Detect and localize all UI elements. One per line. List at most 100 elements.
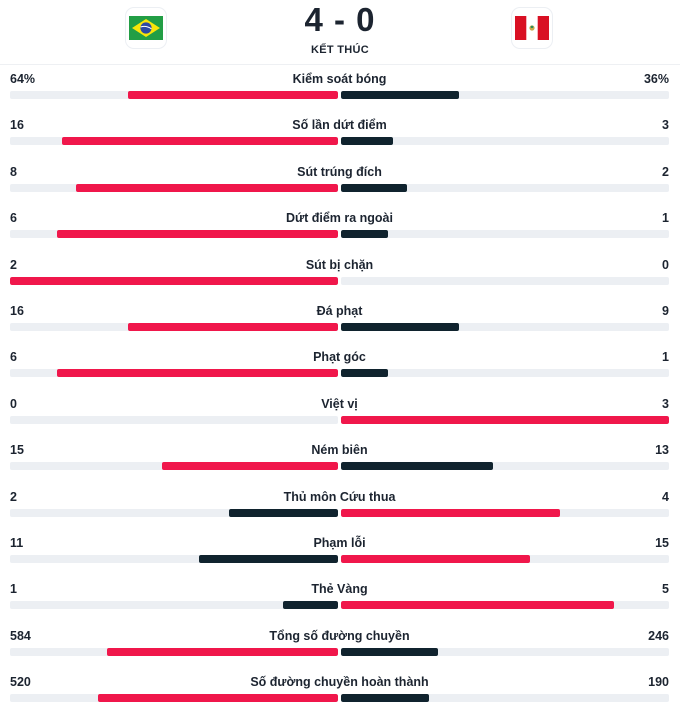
away-team-flag[interactable] bbox=[512, 8, 552, 48]
stat-home-track bbox=[10, 462, 338, 471]
stat-row: 15 Ném biên 13 bbox=[10, 441, 669, 487]
stat-row: 1 Thẻ Vàng 5 bbox=[10, 580, 669, 626]
header-divider bbox=[0, 64, 680, 65]
stat-home-track bbox=[10, 322, 338, 331]
stat-home-track bbox=[10, 91, 338, 99]
stat-away-bar bbox=[341, 137, 393, 146]
stat-away-bar bbox=[341, 647, 439, 656]
stat-away-bar bbox=[341, 91, 460, 99]
stat-away-bar bbox=[341, 601, 615, 610]
stat-away-track bbox=[341, 647, 669, 656]
stat-home-track bbox=[10, 601, 338, 610]
stat-away-bar bbox=[341, 230, 388, 239]
stat-label: Phạt góc bbox=[313, 350, 366, 365]
stat-away-value: 3 bbox=[662, 118, 669, 133]
stat-away-track bbox=[341, 415, 669, 424]
stat-home-value: 6 bbox=[10, 350, 17, 365]
stat-away-bar bbox=[341, 694, 429, 703]
stat-label: Dứt điểm ra ngoài bbox=[286, 211, 393, 226]
stat-away-track bbox=[341, 322, 669, 331]
stat-away-value: 36% bbox=[643, 72, 669, 86]
stat-away-value: 4 bbox=[662, 489, 669, 504]
stat-home-track bbox=[10, 276, 338, 285]
stat-home-track bbox=[10, 647, 338, 656]
stat-label: Thẻ Vàng bbox=[311, 582, 368, 597]
stat-row: 6 Phạt góc 1 bbox=[10, 348, 669, 394]
stat-away-track bbox=[341, 508, 669, 517]
stat-away-track bbox=[341, 91, 669, 99]
stat-away-track bbox=[341, 462, 669, 471]
stat-home-bar bbox=[162, 462, 338, 471]
stat-home-value: 2 bbox=[10, 489, 17, 504]
stat-label: Kiểm soát bóng bbox=[292, 72, 387, 86]
stat-label: Đá phạt bbox=[316, 303, 363, 318]
brazil-flag-icon bbox=[129, 16, 163, 40]
stat-away-value: 13 bbox=[655, 443, 669, 458]
stat-away-value: 5 bbox=[662, 582, 669, 597]
stat-home-track bbox=[10, 694, 338, 703]
stat-label: Tổng số đường chuyền bbox=[269, 628, 410, 643]
stat-away-value: 246 bbox=[648, 628, 669, 643]
stat-home-bar bbox=[61, 137, 338, 146]
stat-home-track bbox=[10, 137, 338, 146]
home-team-flag[interactable] bbox=[126, 8, 166, 48]
stat-home-value: 16 bbox=[10, 118, 24, 133]
stat-away-bar bbox=[341, 322, 460, 331]
stat-away-value: 2 bbox=[662, 164, 669, 179]
stat-home-bar bbox=[75, 183, 338, 192]
stat-label: Sút trúng đích bbox=[297, 164, 382, 179]
stat-home-value: 2 bbox=[10, 257, 17, 272]
stat-away-bar bbox=[341, 183, 407, 192]
stat-label: Sút bị chặn bbox=[305, 257, 374, 272]
stat-home-value: 1 bbox=[10, 582, 17, 597]
stat-away-value: 1 bbox=[662, 211, 669, 226]
stat-home-bar bbox=[56, 230, 338, 239]
stat-label: Số lần dứt điểm bbox=[292, 118, 387, 133]
stat-home-value: 15 bbox=[10, 443, 24, 458]
stat-row: 11 Phạm lỗi 15 bbox=[10, 534, 669, 580]
stat-home-value: 11 bbox=[10, 535, 24, 550]
stat-row: 584 Tổng số đường chuyền 246 bbox=[10, 627, 669, 673]
stat-away-value: 190 bbox=[648, 675, 669, 690]
stat-home-bar bbox=[97, 694, 338, 703]
stat-home-value: 8 bbox=[10, 164, 17, 179]
stat-home-bar bbox=[199, 554, 338, 563]
stat-row: 8 Sút trúng đích 2 bbox=[10, 163, 669, 209]
stat-label: Việt vị bbox=[321, 396, 358, 411]
stat-home-value: 584 bbox=[10, 628, 31, 643]
stats-list: 64% Kiểm soát bóng 36% 16 Số lần dứt điểm 3 8 S… bbox=[10, 70, 669, 709]
stat-away-value: 9 bbox=[662, 303, 669, 318]
stat-home-value: 6 bbox=[10, 211, 17, 226]
match-score: 4 - 0 bbox=[304, 1, 376, 38]
stat-row: 16 Đá phạt 9 bbox=[10, 302, 669, 348]
peru-flag-icon bbox=[515, 16, 549, 40]
stat-row: 520 Số đường chuyền hoàn thành 190 bbox=[10, 673, 669, 709]
stat-away-track bbox=[341, 694, 669, 703]
stat-home-value: 64% bbox=[10, 72, 36, 86]
stat-away-track bbox=[341, 601, 669, 610]
stat-row: 6 Dứt điểm ra ngoài 1 bbox=[10, 209, 669, 255]
stat-home-bar bbox=[128, 322, 338, 331]
stat-home-bar bbox=[107, 647, 338, 656]
stat-home-bar bbox=[228, 508, 338, 517]
stat-home-bar bbox=[10, 276, 338, 285]
stat-away-track bbox=[341, 183, 669, 192]
stat-home-track bbox=[10, 415, 338, 424]
stat-row: 2 Sút bị chặn 0 bbox=[10, 256, 669, 302]
match-header: 4 - 0 KẾT THÚC bbox=[0, 0, 680, 64]
stat-row: 2 Thủ môn Cứu thua 4 bbox=[10, 488, 669, 534]
stat-away-bar bbox=[341, 508, 560, 517]
stat-away-track bbox=[341, 369, 669, 378]
stat-row: 64% Kiểm soát bóng 36% bbox=[10, 70, 669, 116]
stat-away-value: 3 bbox=[662, 396, 669, 411]
stat-row: 0 Việt vị 3 bbox=[10, 395, 669, 441]
stat-away-track bbox=[341, 554, 669, 563]
stat-home-value: 16 bbox=[10, 303, 24, 318]
stat-away-value: 15 bbox=[655, 535, 669, 550]
stat-away-bar bbox=[341, 415, 669, 424]
stat-label: Ném biên bbox=[311, 443, 368, 458]
stat-home-value: 520 bbox=[10, 675, 31, 690]
stat-label: Số đường chuyền hoàn thành bbox=[250, 675, 429, 690]
stat-home-track bbox=[10, 369, 338, 378]
stat-away-track bbox=[341, 230, 669, 239]
